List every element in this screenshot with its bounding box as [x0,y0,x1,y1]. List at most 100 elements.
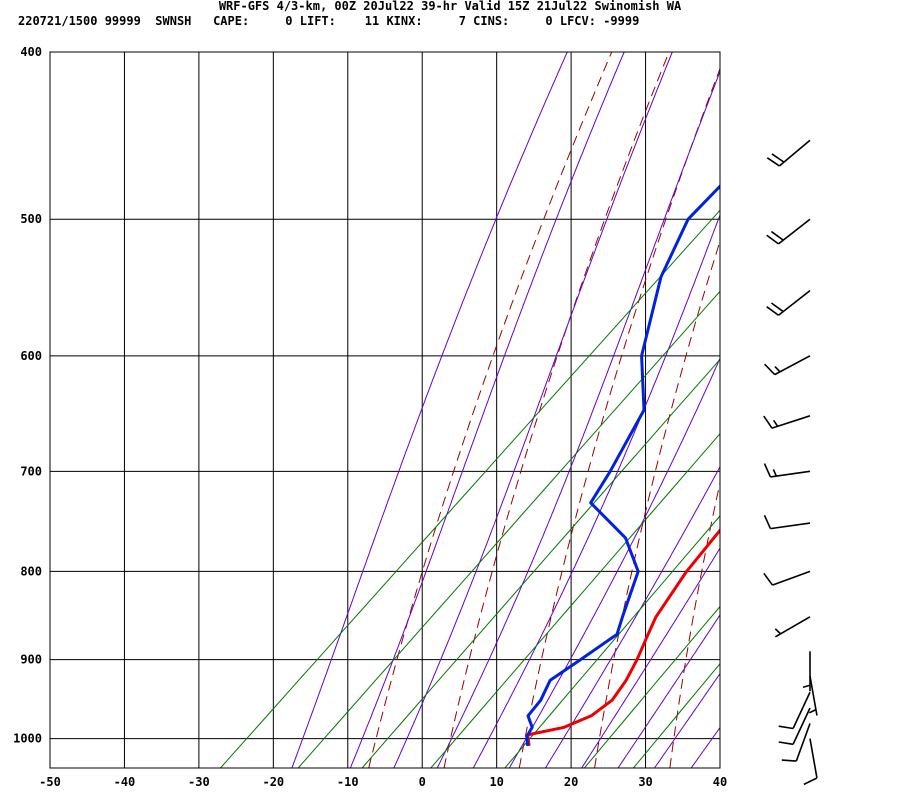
mixing-ratio-line [633,662,720,768]
wind-barb [778,707,811,746]
x-tick-label: -50 [39,775,61,789]
isobar-isotherm-grid [50,52,720,768]
mixing-ratio-line [297,290,720,768]
barb-flag-full [770,302,784,313]
moist-adiabat-line [508,357,720,768]
wind-barb [766,139,811,167]
dry-adiabat-line [443,52,670,768]
barb-flag-full [771,153,785,163]
x-tick-label: -40 [114,775,136,789]
x-tick-label: -30 [188,775,210,789]
barb-flag-full [763,463,772,478]
barb-flag-full [763,415,773,429]
barb-staff [777,218,811,245]
x-tick-label: 10 [489,775,503,789]
barb-staff [792,707,811,745]
wind-barb [764,355,811,376]
barb-flag-full [770,230,784,241]
barb-staff [809,738,818,779]
dry-adiabat-line [745,52,898,768]
chart-title: WRF-GFS 4/3-km, 00Z 20Jul22 39-hr Valid … [218,0,682,13]
mixing-ratio-lines [220,209,720,768]
moist-adiabat-line [349,52,625,768]
wind-barb [781,723,811,762]
barb-flag-half [774,628,782,635]
mixing-ratio-line [361,358,720,768]
barb-staff [809,675,818,716]
barb-staff [772,570,811,586]
barb-flag-half [809,708,817,714]
moist-adiabats [291,52,720,768]
y-tick-label: 1000 [13,732,42,746]
barb-staff [774,616,811,638]
barb-flag-full [763,514,772,529]
wind-barb [766,218,811,245]
barb-flag-half [774,365,781,373]
wind-barb [809,675,818,716]
y-tick-label: 900 [20,653,42,667]
barb-staff [795,723,811,762]
x-tick-label: 0 [419,775,426,789]
wind-barb [778,691,811,730]
y-tick-label: 600 [20,349,42,363]
barb-staff [774,355,811,376]
moist-adiabat-line [393,52,673,768]
moist-adiabat-line [291,52,568,768]
temperature-trace [526,527,720,747]
wind-barb [763,514,811,530]
dry-adiabat-line [896,52,900,768]
moist-adiabat-line [544,465,720,768]
barb-flag-full [766,234,779,245]
dewpoint-trace [525,184,720,747]
barb-staff [770,470,811,478]
barb-staff [792,691,811,729]
moist-adiabat-line [653,672,720,768]
x-tick-label: 40 [713,775,727,789]
moist-adiabat-line [617,614,720,768]
dry-adiabat-line [594,239,720,768]
mixing-ratio-line [430,433,720,768]
barb-flag-full [778,741,794,746]
wind-barb [774,616,811,638]
x-tick-label: -10 [337,775,359,789]
x-tick-label: -20 [262,775,284,789]
barb-flag-full [781,759,797,762]
barb-flag-full [764,363,776,376]
barb-staff [770,522,811,530]
y-tick-label: 700 [20,464,42,478]
barb-flag-full [766,157,780,167]
dry-adiabat-line [368,52,613,768]
wind-barb [803,738,818,786]
barb-staff [778,139,811,167]
barb-staff [777,289,811,316]
wind-barb [763,415,811,429]
dry-adiabat-line [669,480,720,768]
wind-barb [766,289,811,316]
wind-barbs [763,139,818,786]
wind-barb [763,463,811,478]
wind-barb [802,651,811,692]
mixing-ratio-line [220,209,720,768]
barb-staff [771,415,811,429]
dry-adiabat-line [518,67,720,768]
moist-adiabat-line [581,547,720,768]
moist-adiabat-line [436,70,720,768]
x-tick-label: 20 [564,775,578,789]
sounding-traces [525,184,720,747]
barb-flag-full [778,725,794,730]
barb-flag-half [772,469,778,477]
barb-flag-full [803,777,818,786]
y-tick-label: 400 [20,45,42,59]
mixing-ratio-line [504,515,720,768]
barb-flag-full [763,572,774,586]
dry-adiabats [368,52,900,768]
mixing-ratio-line [584,605,720,768]
axis-tick-labels: 400 500 600 700 800 900 1000 -50 -40 -30 -20 -10 0 10… [13,45,727,789]
dry-adiabat-line [820,52,900,768]
x-tick-label: 30 [638,775,652,789]
barb-flag-full [766,306,779,316]
chart-subtitle-indices: 220721/1500 99999 SWNSH CAPE: 0 LIFT: 11… [18,14,640,28]
y-tick-label: 500 [20,212,42,226]
barb-flag-half [772,419,779,427]
